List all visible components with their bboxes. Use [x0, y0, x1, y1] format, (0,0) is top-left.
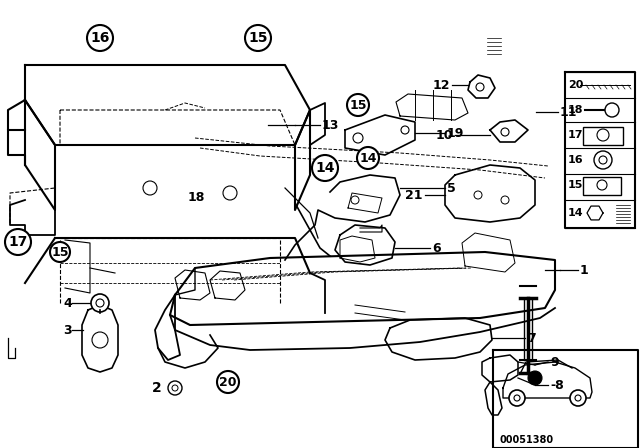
Text: 14: 14: [568, 208, 584, 218]
Circle shape: [474, 191, 482, 199]
Circle shape: [353, 133, 363, 143]
Text: 15: 15: [568, 180, 584, 190]
Circle shape: [514, 395, 520, 401]
Text: 12: 12: [433, 78, 450, 91]
Text: 2: 2: [152, 381, 162, 395]
Circle shape: [143, 181, 157, 195]
Circle shape: [172, 385, 178, 391]
Circle shape: [245, 25, 271, 51]
Bar: [583, 177, 621, 195]
Circle shape: [92, 332, 108, 348]
Circle shape: [5, 229, 31, 255]
Circle shape: [501, 128, 509, 136]
Circle shape: [96, 299, 104, 307]
Text: 15: 15: [248, 31, 268, 45]
Text: 7: 7: [527, 332, 536, 345]
Circle shape: [168, 381, 182, 395]
Text: 15: 15: [349, 99, 367, 112]
Circle shape: [594, 151, 612, 169]
Text: 15: 15: [51, 246, 68, 258]
Bar: [583, 127, 623, 145]
Circle shape: [91, 294, 109, 312]
Text: 4: 4: [63, 297, 72, 310]
Text: 10: 10: [435, 129, 453, 142]
Text: 16: 16: [568, 155, 584, 165]
Text: 17: 17: [8, 235, 28, 249]
Text: 20: 20: [220, 375, 237, 388]
Text: -8: -8: [550, 379, 564, 392]
Circle shape: [223, 186, 237, 200]
Text: 14: 14: [359, 151, 377, 164]
Circle shape: [351, 196, 359, 204]
Text: 6: 6: [432, 241, 440, 254]
Circle shape: [501, 196, 509, 204]
Text: 00051380: 00051380: [500, 435, 554, 445]
Circle shape: [312, 155, 338, 181]
Circle shape: [347, 94, 369, 116]
Text: 9: 9: [550, 356, 559, 369]
Text: 5: 5: [447, 181, 456, 194]
Text: 21: 21: [404, 189, 422, 202]
Text: 3: 3: [63, 323, 72, 336]
Circle shape: [570, 390, 586, 406]
Circle shape: [599, 156, 607, 164]
Text: 20: 20: [568, 80, 584, 90]
Circle shape: [528, 371, 542, 385]
Text: 1: 1: [580, 263, 589, 276]
Circle shape: [217, 371, 239, 393]
Circle shape: [509, 390, 525, 406]
Text: 16: 16: [90, 31, 109, 45]
Circle shape: [597, 129, 609, 141]
Text: 17: 17: [568, 130, 584, 140]
Circle shape: [50, 242, 70, 262]
Text: 13: 13: [322, 119, 339, 132]
Circle shape: [401, 126, 409, 134]
Text: 18: 18: [188, 190, 205, 203]
Circle shape: [575, 395, 581, 401]
Circle shape: [357, 147, 379, 169]
Circle shape: [597, 180, 607, 190]
Circle shape: [605, 103, 619, 117]
Circle shape: [476, 83, 484, 91]
Text: 18: 18: [568, 105, 584, 115]
Text: 19: 19: [447, 126, 465, 139]
Text: 14: 14: [316, 161, 335, 175]
Circle shape: [87, 25, 113, 51]
Text: 11: 11: [560, 105, 577, 119]
